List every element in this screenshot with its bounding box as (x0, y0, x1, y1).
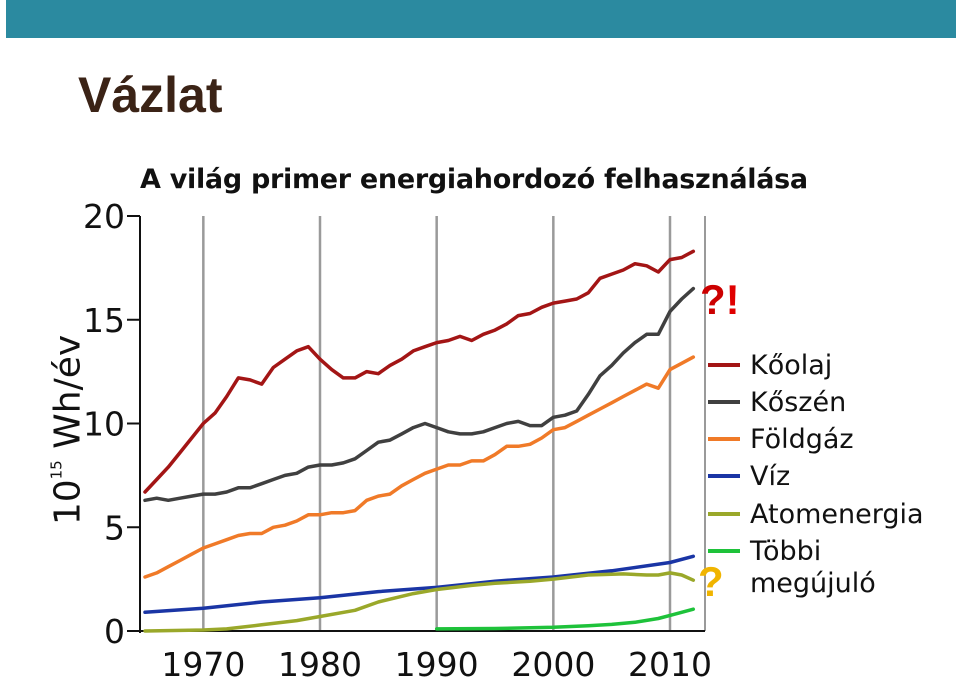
x-tick-label-2010: 2010 (628, 645, 712, 684)
legend-label-4: Víz (750, 461, 790, 492)
y-tick-label-10: 10 (83, 405, 125, 444)
chart-title: A világ primer energiahordozó felhasznál… (140, 164, 808, 195)
series-line-1 (143, 249, 696, 494)
series-line-6 (434, 607, 696, 631)
y-tick-label-20: 20 (83, 197, 125, 236)
legend-label-6-line1: Többi (749, 536, 821, 567)
legend-label-1: Kőolaj (750, 350, 832, 381)
legend-label-2: Kőszén (750, 387, 846, 418)
x-tick-label-1990: 1990 (395, 645, 479, 684)
x-tick-label-2000: 2000 (511, 645, 595, 684)
legend-label-6-line2: megújuló (750, 568, 876, 599)
legend-label-5: Atomenergia (750, 499, 924, 530)
y-tick-label-5: 5 (104, 508, 125, 547)
x-tick-label-1980: 1980 (278, 645, 362, 684)
title-bar-stripe (6, 0, 956, 38)
legend-label-3: Földgáz (750, 424, 854, 455)
series-line-3 (143, 355, 696, 579)
question-annotation: ? (698, 558, 724, 605)
series-line-4 (143, 554, 696, 615)
interrobang-annotation: ?! (700, 276, 740, 323)
slide-title: Vázlat (78, 67, 223, 123)
series-line-2 (143, 286, 696, 503)
series-line-5 (143, 571, 696, 633)
y-tick-label-15: 15 (83, 301, 125, 340)
y-tick-label-0: 0 (104, 612, 125, 651)
x-tick-label-1970: 1970 (161, 645, 245, 684)
